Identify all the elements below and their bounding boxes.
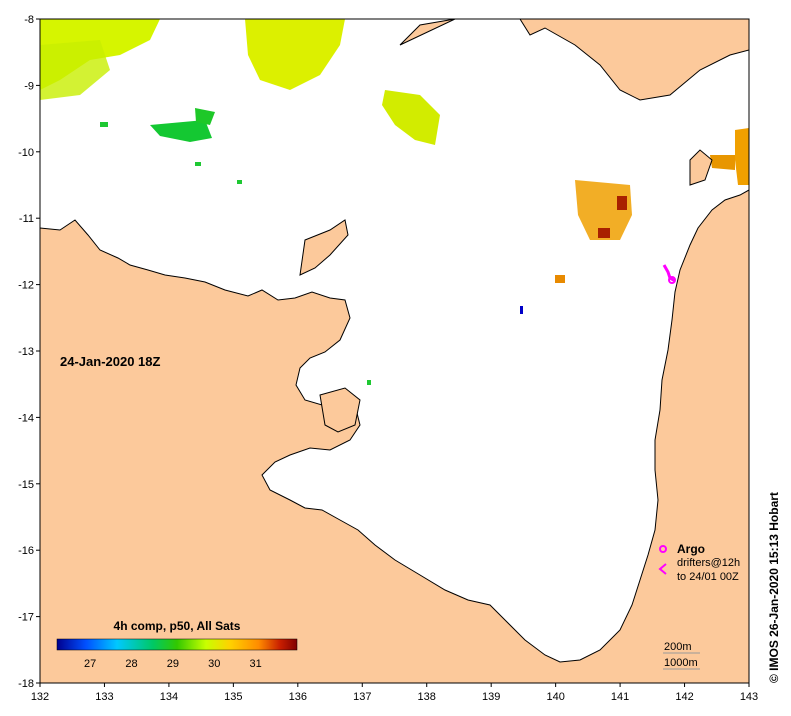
lon-tick-label: 134 [160,691,178,703]
colorbar-tick-label: 31 [249,658,261,670]
lon-tick-label: 137 [353,691,371,703]
contour-1000-label: 1000m [664,657,698,669]
lon-tick-label: 136 [289,691,307,703]
lon-tick-label: 135 [224,691,242,703]
sst-patch-green-3 [100,122,108,127]
sst-patch-green-5 [237,180,242,184]
colorbar-gradient [56,638,298,651]
argo-floats [662,264,676,284]
date-label: 24-Jan-2020 18Z [60,354,161,369]
sst-patches [40,19,749,385]
sst-patch-green-6 [367,380,371,385]
lon-tick-label: 143 [740,691,758,703]
sst-patch-yellow-nw2 [40,40,110,100]
sst-patch-red-1 [598,228,610,238]
sst-patch-green-2 [195,108,215,125]
sst-patch-yellow-n [245,19,345,90]
lat-tick-label: -10 [18,147,34,159]
lon-tick-label: 133 [95,691,113,703]
land-island-groote [319,387,361,433]
lat-tick-label: -15 [18,479,34,491]
land [40,19,749,683]
drifter-legend-line1: drifters@12h [677,557,740,569]
lat-tick-label: -16 [18,545,34,557]
lat-axis: -8 -9 -10 -11 -12 -13 -14 -15 -16 -17 -18 [18,14,40,690]
lon-tick-label: 140 [546,691,564,703]
land-australia-mainland [40,189,749,683]
drifter-legend-icon [658,563,667,575]
drifter-legend-line2: to 24/01 00Z [677,571,739,583]
colorbar-tick-label: 29 [167,658,179,670]
sst-patch-orange-ne [735,128,749,185]
lon-tick-label: 138 [418,691,436,703]
contour-200-label: 200m [664,641,692,653]
lat-tick-label: -18 [18,678,34,690]
sst-patch-green-1 [150,120,212,142]
argo-legend-label: Argo [677,542,705,556]
lat-tick-label: -14 [18,412,34,424]
colorbar-title: 4h comp, p50, All Sats [114,619,241,633]
colorbar: 4h comp, p50, All Sats 27 28 29 30 31 [56,619,298,670]
sst-patch-orange-2 [555,275,565,283]
lat-tick-label: -13 [18,346,34,358]
lat-tick-label: -17 [18,612,34,624]
lat-tick-label: -8 [24,14,34,26]
lat-tick-label: -12 [18,280,34,292]
land-island-wessel [299,219,349,276]
colorbar-tick-label: 28 [125,658,137,670]
sst-patch-orange-ne2 [710,155,735,170]
lat-tick-label: -11 [19,213,34,225]
drifter-track [662,264,676,283]
land-new-guinea [399,19,749,101]
credit-label: © IMOS 26-Jan-2020 15:13 Hobart [767,492,781,683]
sst-patch-orange-e [575,180,632,240]
sst-patch-blue [520,306,523,314]
lon-tick-label: 141 [611,691,629,703]
colorbar-tick-label: 30 [208,658,220,670]
sst-patch-yellow-ne [382,90,440,145]
colorbar-tick-label: 27 [84,658,96,670]
lon-tick-label: 132 [31,691,49,703]
lon-tick-label: 142 [675,691,693,703]
lon-tick-label: 139 [482,691,500,703]
sst-patch-green-4 [195,162,201,166]
lat-tick-label: -9 [24,80,34,92]
argo-legend-icon [659,545,667,553]
sst-patch-red-2 [617,196,627,210]
land-torres-island [689,149,713,186]
lon-axis: 132 133 134 135 136 137 138 139 140 141 142 143 [31,683,758,703]
legend: Argo drifters@12h to 24/01 00Z 200m 1000… [658,542,740,670]
